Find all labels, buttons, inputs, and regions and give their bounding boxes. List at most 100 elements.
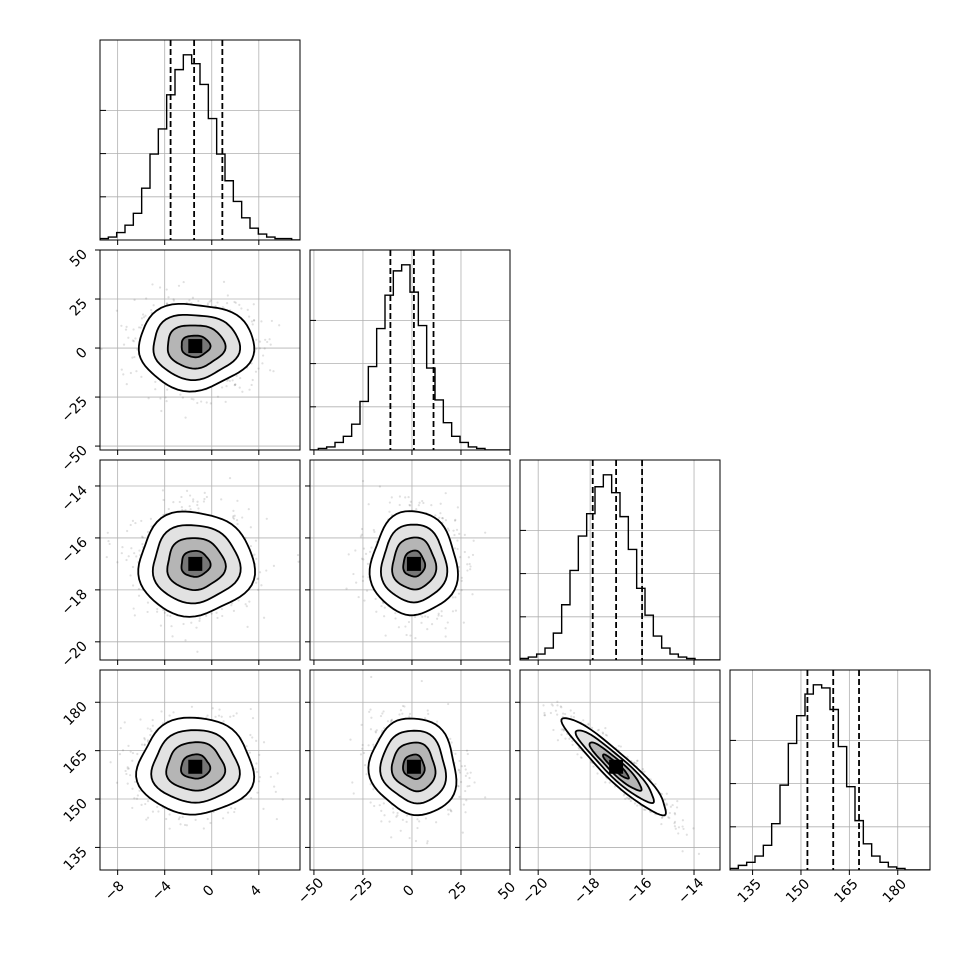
x-tick-label: 25 [446,879,470,903]
scatter-point [453,547,457,550]
scatter-point [255,581,258,584]
scatter-point [408,503,411,507]
scatter-point [460,589,463,592]
scatter-point [396,811,399,815]
scatter-point [142,316,146,319]
scatter-point [222,720,225,723]
scatter-point [395,815,398,818]
panel-frame [99,669,301,871]
scatter-point [403,705,406,708]
scatter-point [466,785,469,788]
density-layer [100,280,281,419]
scatter-point [359,753,363,756]
scatter-point [361,575,365,578]
scatter-point [189,508,192,511]
scatter-point [414,636,417,640]
scatter-point [260,320,263,323]
scatter-point [220,607,224,611]
scatter-point [258,571,262,574]
y-tick-label: 135 [61,844,91,874]
scatter-point [188,299,191,302]
scatter-point [388,510,391,513]
scatter-point [249,544,253,548]
scatter-point [281,798,284,801]
scatter-point [633,802,637,805]
scatter-point [149,517,153,520]
scatter-point [468,784,471,788]
scatter-point [361,743,364,747]
scatter-point [226,294,229,297]
scatter-point [372,788,375,791]
scatter-point [181,396,184,399]
scatter-point [241,390,244,393]
scatter-point [131,584,135,587]
scatter-point [194,818,197,821]
scatter-point [238,303,241,306]
scatter-point [571,739,574,743]
scatter-point [247,508,250,511]
scatter-point [109,761,112,764]
scatter-point [140,323,144,327]
scatter-point [127,767,130,770]
scatter-point [205,495,209,499]
scatter-point [424,817,428,820]
scatter-point [365,773,368,776]
scatter-point [580,756,583,759]
scatter-point [232,516,235,519]
scatter-point [297,560,300,563]
scatter-point [398,495,402,498]
scatter-point [399,709,403,712]
scatter-point [236,499,239,502]
scatter-point [188,505,191,508]
scatter-point [254,370,258,373]
scatter-point [209,299,212,302]
scatter-point [126,529,129,533]
scatter-point [180,506,183,509]
scatter-point [133,797,136,800]
scatter-point [453,533,456,537]
scatter-point [129,774,132,777]
scatter-point [408,715,411,718]
scatter-point [257,367,260,370]
scatter-point [216,616,219,620]
scatter-point [131,356,134,359]
scatter-point [484,796,487,799]
scatter-point [146,816,150,819]
scatter-point [370,546,373,549]
scatter-point [216,395,220,398]
histogram-panel-2 [519,459,721,665]
scatter-point [449,809,453,812]
scatter-point [106,531,109,534]
scatter-point [439,512,442,515]
scatter-point [660,816,664,819]
scatter-point [450,741,453,744]
scatter-point [182,622,185,626]
scatter-point [119,727,122,730]
scatter-point [401,818,404,821]
scatter-point [390,719,393,723]
scatter-point [466,563,469,566]
scatter-point [458,556,462,559]
scatter-point [409,504,412,507]
scatter-point [235,712,238,715]
scatter-point [380,809,383,813]
scatter-point [360,557,364,560]
scatter-point [136,752,139,756]
scatter-point [456,547,459,551]
scatter-point [457,565,461,569]
scatter-point [266,340,269,344]
scatter-point [131,787,134,790]
scatter-point [390,496,393,499]
scatter-point [123,721,126,724]
scatter-point [347,553,350,556]
scatter-point [421,615,424,618]
scatter-point [120,324,123,327]
scatter-point [226,811,230,814]
panel-frame [519,459,721,661]
scatter-point [465,749,469,752]
scatter-point [120,368,123,371]
scatter-point [244,603,247,606]
scatter-point [230,604,233,607]
scatter-point [121,749,125,752]
scatter-point [237,599,240,602]
